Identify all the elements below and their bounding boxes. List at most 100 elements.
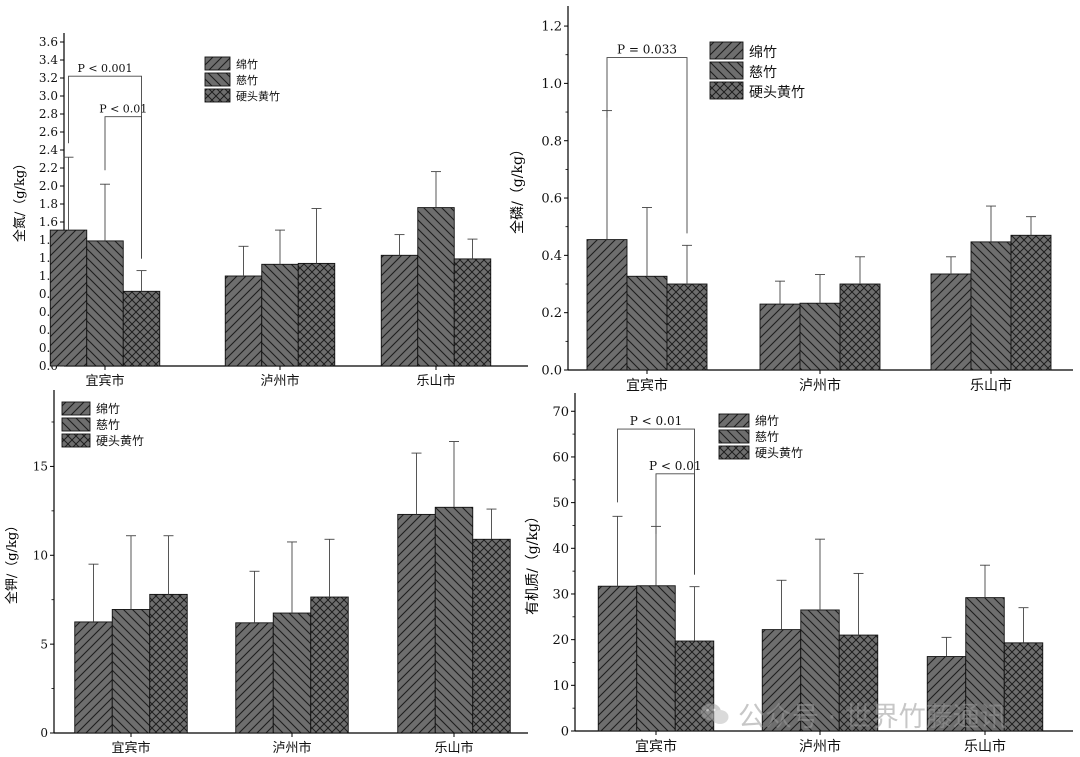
y-tick-label: 2.0 <box>39 179 58 193</box>
y-tick-label: 0.4 <box>541 249 562 264</box>
y-tick-label: 0.2 <box>541 306 562 321</box>
bar <box>926 656 967 732</box>
y-tick-label: 3.4 <box>39 53 58 67</box>
y-ticks: 0 10 20 30 40 50 60 70 <box>552 405 575 740</box>
y-tick-label: 60 <box>552 450 569 465</box>
y-tick-label: 20 <box>552 633 569 648</box>
y-tick-label: 1.6 <box>39 215 58 229</box>
y-tick-label: 15 <box>33 460 48 474</box>
bar <box>1003 642 1044 732</box>
y-axis-label: 全磷/（g/kg） <box>509 142 526 234</box>
legend-swatch <box>718 445 750 460</box>
x-tick-label: 泸州市 <box>260 373 299 389</box>
legend-swatch <box>204 88 231 103</box>
bar <box>759 303 801 371</box>
significance-bracket <box>104 116 142 259</box>
y-tick-label: 10 <box>552 679 569 694</box>
legend-label: 绵竹 <box>96 402 120 416</box>
significance-label: P < 0.01 <box>99 103 147 116</box>
legend-swatch <box>61 401 91 416</box>
y-tick-label: 2.6 <box>39 125 58 139</box>
bar <box>397 513 436 734</box>
y-tick-label: 2.8 <box>39 107 58 121</box>
bar <box>86 240 124 367</box>
bar <box>235 622 274 734</box>
bar <box>970 241 1012 371</box>
legend-swatch <box>718 413 750 428</box>
legend-swatch <box>709 61 744 80</box>
chart-panel-total-phosphorus: 0.0 0.2 0.4 0.6 0.8 1.0 1.2 全磷/（g/kg） 宜宾市 泸州市 乐山市 P… <box>509 6 1073 394</box>
significance-label: P < 0.001 <box>77 62 132 75</box>
y-tick-label: 2.2 <box>39 161 58 175</box>
significance-bracket <box>655 473 695 575</box>
y-tick-label: 0.6 <box>541 192 562 207</box>
y-axis-label: 有机质/（g/kg） <box>525 509 541 615</box>
y-tick-label: 0 <box>561 725 569 740</box>
y-tick-label: 50 <box>552 496 569 511</box>
y-tick-label: 1.2 <box>541 20 562 35</box>
legend-label: 硬头黄竹 <box>749 84 805 101</box>
bar <box>261 263 299 367</box>
bar <box>626 275 668 371</box>
legend-label: 硬头黄竹 <box>236 89 280 103</box>
bar <box>839 283 881 371</box>
bar <box>111 609 151 734</box>
y-tick-label: 0 <box>40 726 48 740</box>
legend-label: 绵竹 <box>236 57 258 71</box>
legend-swatch <box>709 41 744 60</box>
significance-bracket <box>606 57 688 234</box>
y-axis-label: 全钾/（g/kg） <box>4 519 20 604</box>
bar <box>838 634 879 732</box>
x-tick-label: 泸州市 <box>272 740 311 756</box>
bar <box>224 275 263 367</box>
bar <box>49 229 88 367</box>
y-tick-label: 1.0 <box>541 77 562 92</box>
bar <box>417 207 455 367</box>
legend-swatch <box>204 72 231 87</box>
y-tick-label: 1.8 <box>39 197 58 211</box>
legend-label: 硬头黄竹 <box>755 446 803 460</box>
bar <box>310 596 349 734</box>
x-tick-label: 泸州市 <box>799 377 841 394</box>
y-tick-label: 5 <box>40 637 48 651</box>
legend-label: 绵竹 <box>749 44 777 61</box>
x-tick-label: 乐山市 <box>416 373 455 389</box>
chart-panel-organic-matter: 0 10 20 30 40 50 60 70 有机质/（g/kg） 宜宾市 泸州市 乐山市 P < 0.… <box>525 393 1073 755</box>
bar <box>799 302 841 371</box>
y-ticks: 0.0 0.2 0.4 0.6 0.8 1.0 1.2 <box>541 20 568 379</box>
legend-swatch <box>204 56 231 71</box>
legend-label: 慈竹 <box>755 429 779 444</box>
legend-swatch <box>718 429 750 444</box>
bar <box>666 283 708 371</box>
watermark-text: 公众号 · 世界竹藤通讯 <box>738 701 1007 733</box>
legend-label: 慈竹 <box>749 65 777 81</box>
bar <box>74 621 113 734</box>
x-tick-label: 宜宾市 <box>85 373 124 389</box>
significance-label: P < 0.01 <box>630 414 682 428</box>
x-tick-label: 乐山市 <box>434 740 473 756</box>
x-tick-label: 乐山市 <box>964 738 1006 755</box>
bar <box>930 273 972 371</box>
bar <box>149 593 188 734</box>
bar <box>597 585 638 732</box>
y-tick-label: 70 <box>552 405 569 420</box>
bar <box>1010 234 1052 371</box>
y-tick-label: 0.8 <box>541 134 562 149</box>
bar <box>472 538 511 734</box>
bar <box>297 262 336 367</box>
legend-label: 慈竹 <box>236 73 258 87</box>
x-tick-label: 宜宾市 <box>635 738 677 755</box>
significance-label: P < 0.01 <box>649 459 701 473</box>
y-ticks: 0 5 10 15 <box>33 421 54 740</box>
legend-label: 硬头黄竹 <box>96 434 144 448</box>
y-tick-label: 3.6 <box>39 35 58 49</box>
significance-label: P = 0.033 <box>617 43 677 57</box>
y-tick-label: 30 <box>552 588 569 603</box>
y-tick-label: 10 <box>33 548 48 562</box>
bar <box>636 585 676 732</box>
